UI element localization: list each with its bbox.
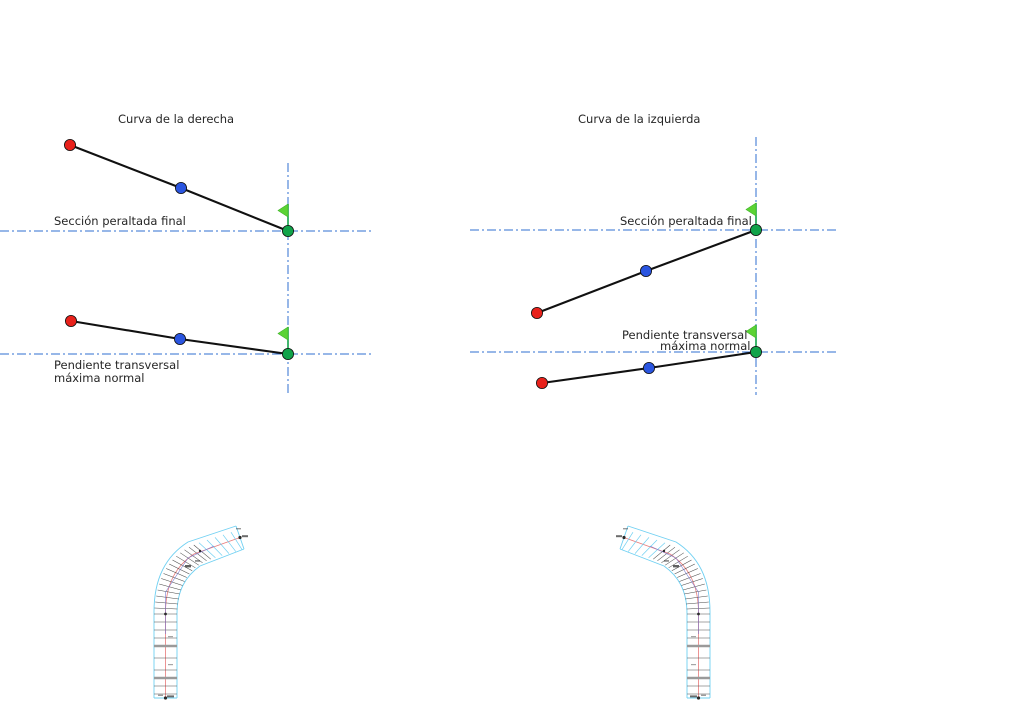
label-lower-left-line2: máxima normal: [660, 339, 750, 353]
marker-end-lower-left[interactable]: [750, 345, 763, 358]
marker-start-lower-right[interactable]: [65, 314, 78, 327]
marker-end-lower-right[interactable]: [281, 347, 294, 360]
plan-edge-outer-b: [627, 525, 711, 698]
label-upper-right: Sección peraltada final: [54, 214, 186, 228]
plan-station-ticks-out-a: [198, 532, 243, 559]
plan-station-ticks-curve-b: [653, 544, 710, 615]
plan-edge-inner-b: [619, 548, 688, 698]
plan-station-ticks-tangent-b: [687, 621, 710, 695]
label-lower-right-line1: Pendiente transversal: [54, 358, 179, 372]
marker-mid-lower-right[interactable]: [173, 332, 186, 345]
plan-station-ticks-tangent-a: [154, 621, 177, 695]
marker-start-upper-left[interactable]: [531, 306, 544, 319]
label-upper-left: Sección peraltada final: [620, 214, 752, 228]
plan-station-ticks-out-b: [621, 532, 666, 559]
panel-title-left: Curva de la izquierda: [578, 112, 700, 126]
marker-start-lower-left[interactable]: [536, 376, 549, 389]
label-lower-right-line2: máxima normal: [54, 371, 144, 385]
plan-annotations-a: [158, 528, 248, 698]
plan-point-markers-a: [163, 535, 242, 700]
panel-title-right: Curva de la derecha: [118, 112, 234, 126]
plan-annotations-b: [616, 528, 706, 698]
road-plan-left-curve: [616, 525, 711, 700]
marker-start-upper-right[interactable]: [64, 138, 77, 151]
marker-mid-upper-right[interactable]: [174, 181, 187, 194]
marker-mid-lower-left[interactable]: [643, 361, 656, 374]
panel-right-curve: Curva de la derecha: [0, 112, 372, 393]
plan-edge-inner-a: [176, 548, 245, 698]
marker-end-upper-left[interactable]: [750, 223, 763, 236]
marker-mid-upper-left[interactable]: [640, 264, 653, 277]
marker-end-upper-right[interactable]: [281, 224, 294, 237]
plan-point-markers-b: [622, 535, 701, 700]
plan-station-ticks-curve-a: [154, 544, 211, 615]
label-lower-left-line1: Pendiente transversal: [622, 328, 747, 342]
panel-left-curve: Curva de la izquierda Sección peraltada …: [470, 112, 836, 395]
plan-edge-outer-a: [153, 525, 237, 698]
road-plan-right-curve: [153, 525, 248, 700]
